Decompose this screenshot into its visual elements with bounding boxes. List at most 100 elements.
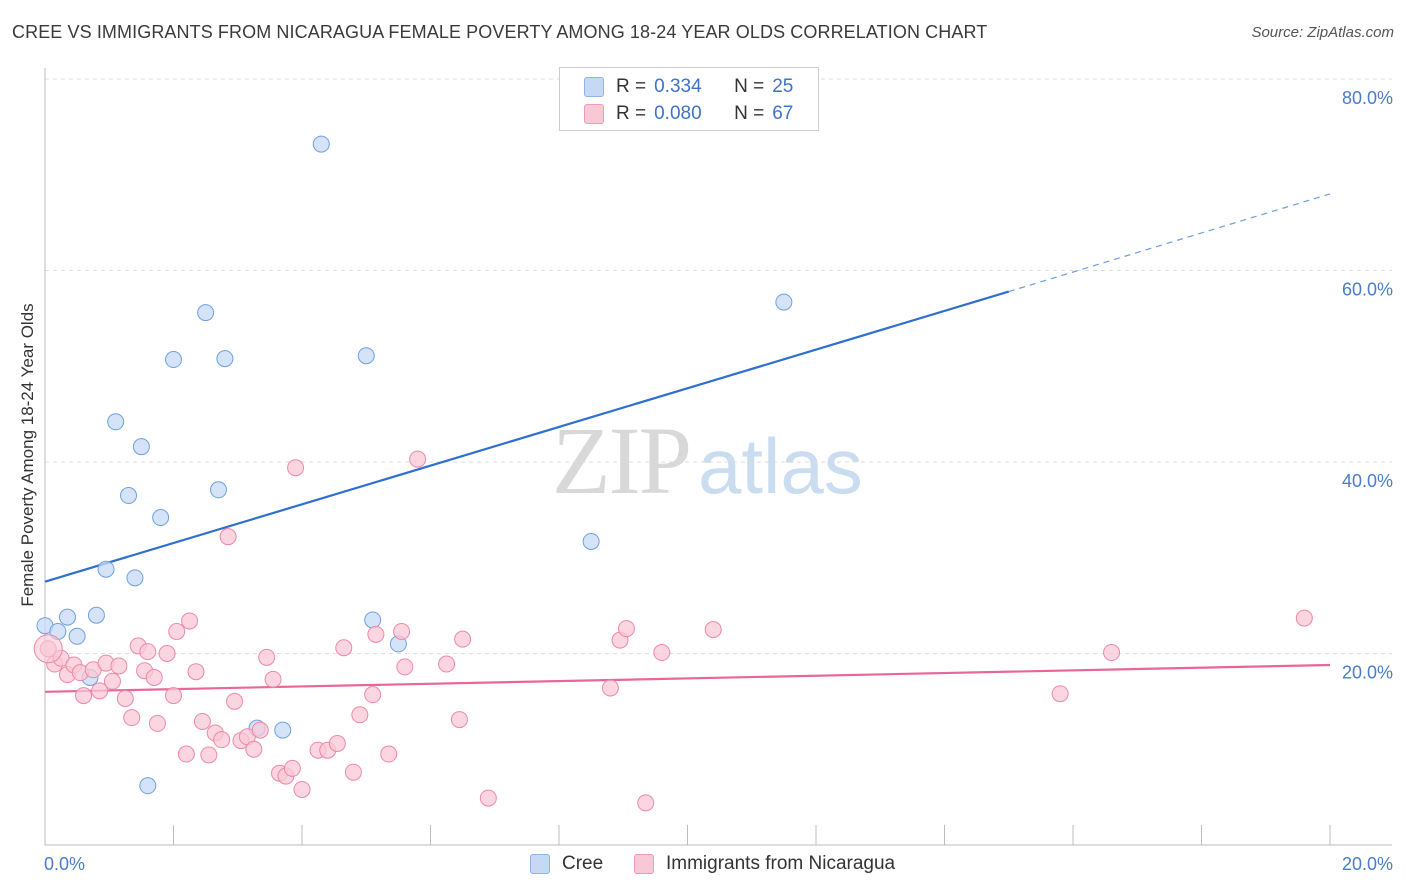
y-tick-label: 40.0% (1342, 471, 1393, 491)
nicaragua-point (245, 740, 263, 758)
legend-swatch-cree (584, 77, 604, 97)
nicaragua-point (226, 692, 244, 710)
nicaragua-point (91, 682, 109, 700)
cree-point (97, 560, 115, 578)
nicaragua-point (351, 706, 369, 724)
nicaragua-point (617, 620, 635, 638)
cree-point (120, 487, 138, 505)
nicaragua-point (409, 450, 427, 468)
nicaragua-point (364, 686, 382, 704)
correlation-legend: R = 0.334 N = 25 R = 0.080 N = 67 (559, 67, 819, 131)
nicaragua-point (704, 621, 722, 639)
cree-point (165, 351, 182, 369)
x-tick-label: 0.0% (44, 854, 85, 874)
nicaragua-point (158, 645, 176, 662)
cree-point (197, 304, 215, 322)
gridlines (45, 78, 1392, 654)
x-tick-label: 20.0% (1342, 854, 1393, 874)
watermark-zip: ZIP (552, 407, 692, 514)
y-tick-label: 80.0% (1342, 88, 1393, 108)
cree-point (357, 347, 375, 365)
nicaragua-point (1295, 609, 1313, 627)
source-credit: Source: ZipAtlas.com (1251, 24, 1394, 41)
legend-r-label: R = (616, 103, 647, 124)
bottom-legend-label-nicaragua: Immigrants from Nicaragua (666, 853, 896, 874)
nicaragua-point (219, 528, 237, 546)
nicaragua-point (367, 625, 385, 643)
legend-r-value: 0.080 (654, 103, 702, 124)
nicaragua-point (479, 789, 497, 807)
nicaragua-point (123, 709, 141, 727)
nicaragua-point (200, 746, 218, 764)
legend-n-value: 67 (772, 103, 794, 124)
nicaragua-point (264, 670, 282, 688)
cree-point (364, 611, 382, 629)
cree-point (216, 350, 234, 368)
bottom-legend-cree: Cree (530, 852, 603, 876)
nicaragua-point (454, 630, 472, 648)
nicaragua-point (213, 731, 231, 749)
nicaragua-point (1051, 685, 1069, 703)
cree-point (209, 481, 227, 499)
nicaragua-point (380, 745, 398, 763)
nicaragua-point (637, 794, 655, 812)
nicaragua-point (328, 735, 346, 753)
cree-trend-line (44, 290, 1010, 583)
nicaragua-point (148, 714, 166, 732)
cree-point (775, 293, 793, 311)
y-tick-label: 20.0% (1342, 663, 1393, 683)
bottom-legend-label-cree: Cree (562, 853, 604, 874)
bottom-legend-swatch-nicaragua (634, 854, 654, 874)
cree-point (582, 532, 600, 550)
nicaragua-point (293, 780, 311, 798)
nicaragua-point (33, 634, 63, 664)
tick-labels: 20.0% 40.0% 60.0% 80.0% 0.0% 20.0% (44, 88, 1393, 874)
nicaragua-point (258, 648, 276, 666)
nicaragua-point (177, 745, 195, 763)
cree-point (87, 606, 105, 624)
cree-point (139, 777, 157, 795)
nicaragua-point (653, 644, 671, 662)
nicaragua-point (165, 687, 182, 705)
y-tick-label: 60.0% (1342, 280, 1393, 300)
cree-point (132, 438, 150, 456)
legend-r-value: 0.334 (654, 76, 702, 97)
cree-point (58, 608, 76, 626)
nicaragua-point (283, 759, 301, 777)
cree-point (68, 627, 86, 645)
cree-point (274, 721, 292, 739)
nicaragua-point (335, 639, 353, 657)
cree-trend-extension (1008, 193, 1331, 293)
nicaragua-point (187, 663, 205, 681)
data-points (33, 135, 1313, 812)
nicaragua-point (251, 721, 269, 739)
nicaragua-point (601, 679, 619, 697)
bottom-legend-nicaragua: Immigrants from Nicaragua (634, 852, 895, 876)
legend-swatch-nicaragua (584, 104, 604, 124)
nicaragua-point (193, 712, 211, 730)
legend-r-label: R = (616, 76, 647, 97)
nicaragua-point (75, 687, 93, 705)
nicaragua-trend-line (44, 663, 1331, 693)
nicaragua-point (110, 657, 128, 675)
nicaragua-point (438, 655, 456, 673)
trend-lines (44, 193, 1331, 693)
watermark: ZIP atlas (552, 405, 863, 516)
chart-title: CREE VS IMMIGRANTS FROM NICARAGUA FEMALE… (12, 22, 988, 42)
legend-n-value: 25 (772, 76, 794, 97)
nicaragua-point (181, 612, 199, 630)
cree-point (152, 509, 170, 527)
axes (44, 68, 1392, 846)
nicaragua-point (139, 643, 157, 661)
cree-point (312, 135, 330, 153)
bottom-legend-swatch-cree (530, 854, 550, 874)
nicaragua-point (103, 672, 121, 690)
nicaragua-point (393, 622, 411, 640)
nicaragua-point (450, 711, 468, 729)
nicaragua-point (168, 622, 186, 640)
legend-n-label: N = (734, 76, 765, 97)
nicaragua-point (287, 459, 305, 477)
watermark-atlas: atlas (698, 422, 863, 510)
nicaragua-point (145, 668, 163, 686)
nicaragua-point (344, 763, 362, 781)
